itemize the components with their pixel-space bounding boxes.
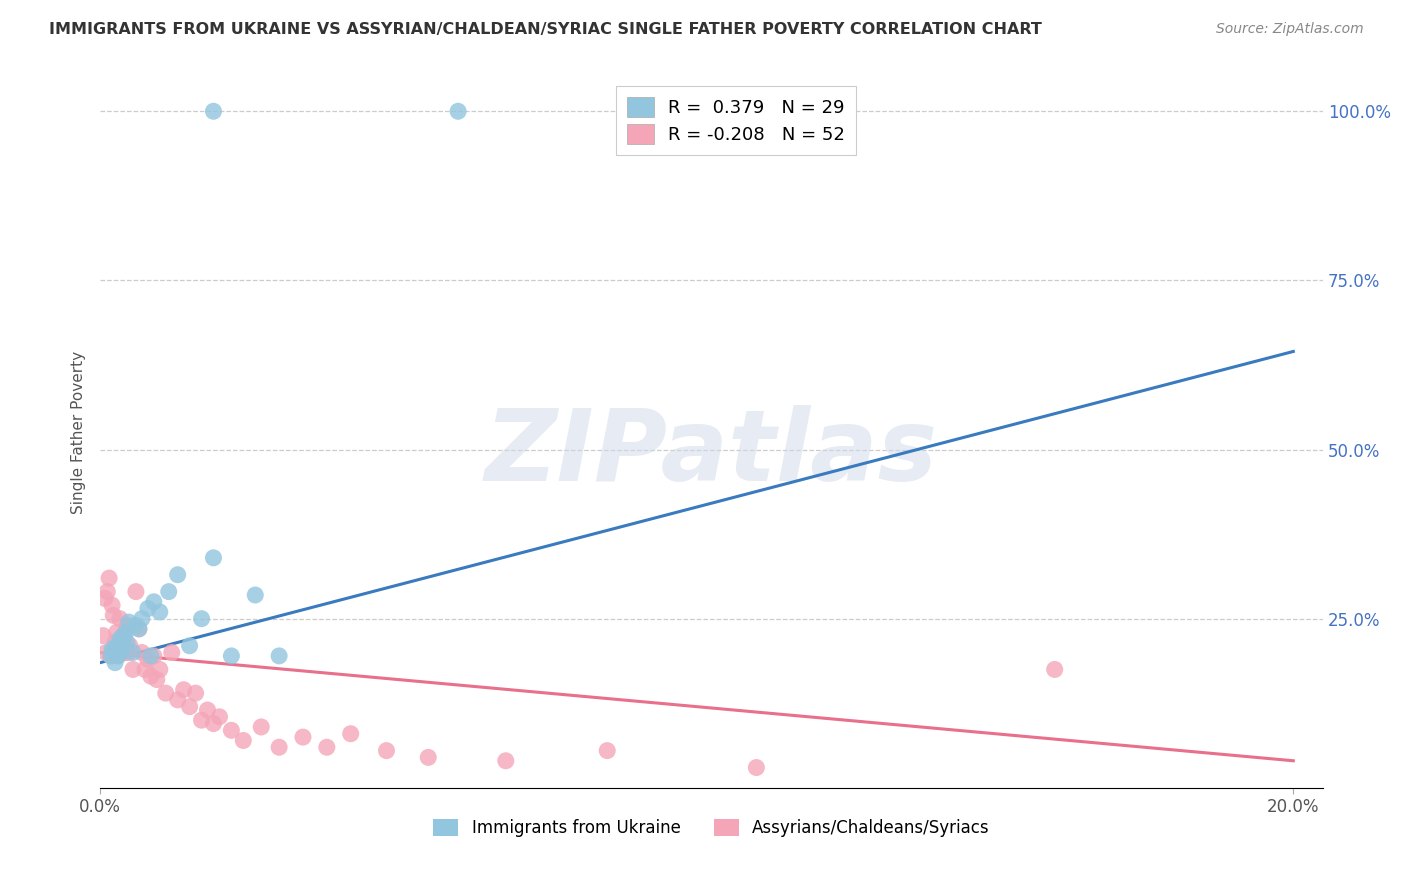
Point	[107, 648, 129, 663]
Point	[291, 730, 314, 744]
Point	[100, 648, 122, 663]
Point	[136, 652, 159, 666]
Point	[128, 622, 150, 636]
Point	[166, 567, 188, 582]
Point	[125, 618, 148, 632]
Point	[131, 646, 153, 660]
Point	[179, 699, 201, 714]
Point	[157, 584, 180, 599]
Point	[166, 693, 188, 707]
Y-axis label: Single Father Poverty: Single Father Poverty	[72, 351, 86, 514]
Point	[118, 615, 141, 629]
Point	[179, 639, 201, 653]
Point	[107, 648, 129, 663]
Point	[190, 612, 212, 626]
Point	[108, 612, 131, 626]
Text: ZIPatlas: ZIPatlas	[485, 406, 938, 502]
Point	[122, 646, 145, 660]
Point	[232, 733, 254, 747]
Point	[111, 629, 134, 643]
Point	[134, 662, 156, 676]
Point	[202, 716, 225, 731]
Point	[418, 750, 440, 764]
Point	[745, 760, 768, 774]
Point	[160, 646, 183, 660]
Point	[221, 648, 243, 663]
Point	[197, 703, 219, 717]
Point	[447, 104, 470, 119]
Point	[112, 629, 135, 643]
Point	[112, 639, 135, 653]
Point	[115, 618, 138, 632]
Point	[118, 639, 141, 653]
Point	[375, 744, 398, 758]
Point	[269, 648, 291, 663]
Point	[495, 754, 517, 768]
Point	[250, 720, 273, 734]
Point	[98, 571, 121, 585]
Point	[221, 723, 243, 738]
Point	[125, 584, 148, 599]
Point	[122, 662, 145, 676]
Point	[139, 648, 162, 663]
Point	[114, 646, 136, 660]
Point	[114, 625, 136, 640]
Point	[105, 639, 128, 653]
Point	[91, 629, 114, 643]
Point	[110, 646, 132, 660]
Point	[100, 648, 122, 663]
Point	[103, 608, 125, 623]
Point	[104, 635, 127, 649]
Point	[104, 656, 127, 670]
Point	[202, 550, 225, 565]
Point	[118, 646, 141, 660]
Text: Source: ZipAtlas.com: Source: ZipAtlas.com	[1216, 22, 1364, 37]
Point	[139, 669, 162, 683]
Point	[1043, 662, 1066, 676]
Point	[94, 646, 117, 660]
Point	[110, 646, 132, 660]
Point	[596, 744, 619, 758]
Point	[105, 625, 128, 640]
Point	[94, 591, 117, 606]
Point	[149, 605, 172, 619]
Text: IMMIGRANTS FROM UKRAINE VS ASSYRIAN/CHALDEAN/SYRIAC SINGLE FATHER POVERTY CORREL: IMMIGRANTS FROM UKRAINE VS ASSYRIAN/CHAL…	[49, 22, 1042, 37]
Point	[184, 686, 207, 700]
Point	[149, 662, 172, 676]
Point	[142, 595, 165, 609]
Point	[269, 740, 291, 755]
Point	[115, 635, 138, 649]
Point	[142, 648, 165, 663]
Point	[146, 673, 169, 687]
Point	[208, 710, 231, 724]
Point	[339, 727, 361, 741]
Point	[111, 635, 134, 649]
Point	[101, 642, 124, 657]
Point	[190, 713, 212, 727]
Point	[131, 612, 153, 626]
Point	[108, 632, 131, 646]
Point	[202, 104, 225, 119]
Point	[155, 686, 177, 700]
Point	[173, 682, 195, 697]
Point	[103, 646, 125, 660]
Point	[245, 588, 267, 602]
Point	[136, 601, 159, 615]
Point	[101, 598, 124, 612]
Point	[96, 584, 118, 599]
Point	[128, 622, 150, 636]
Legend: Immigrants from Ukraine, Assyrians/Chaldeans/Syriacs: Immigrants from Ukraine, Assyrians/Chald…	[426, 812, 997, 844]
Point	[315, 740, 337, 755]
